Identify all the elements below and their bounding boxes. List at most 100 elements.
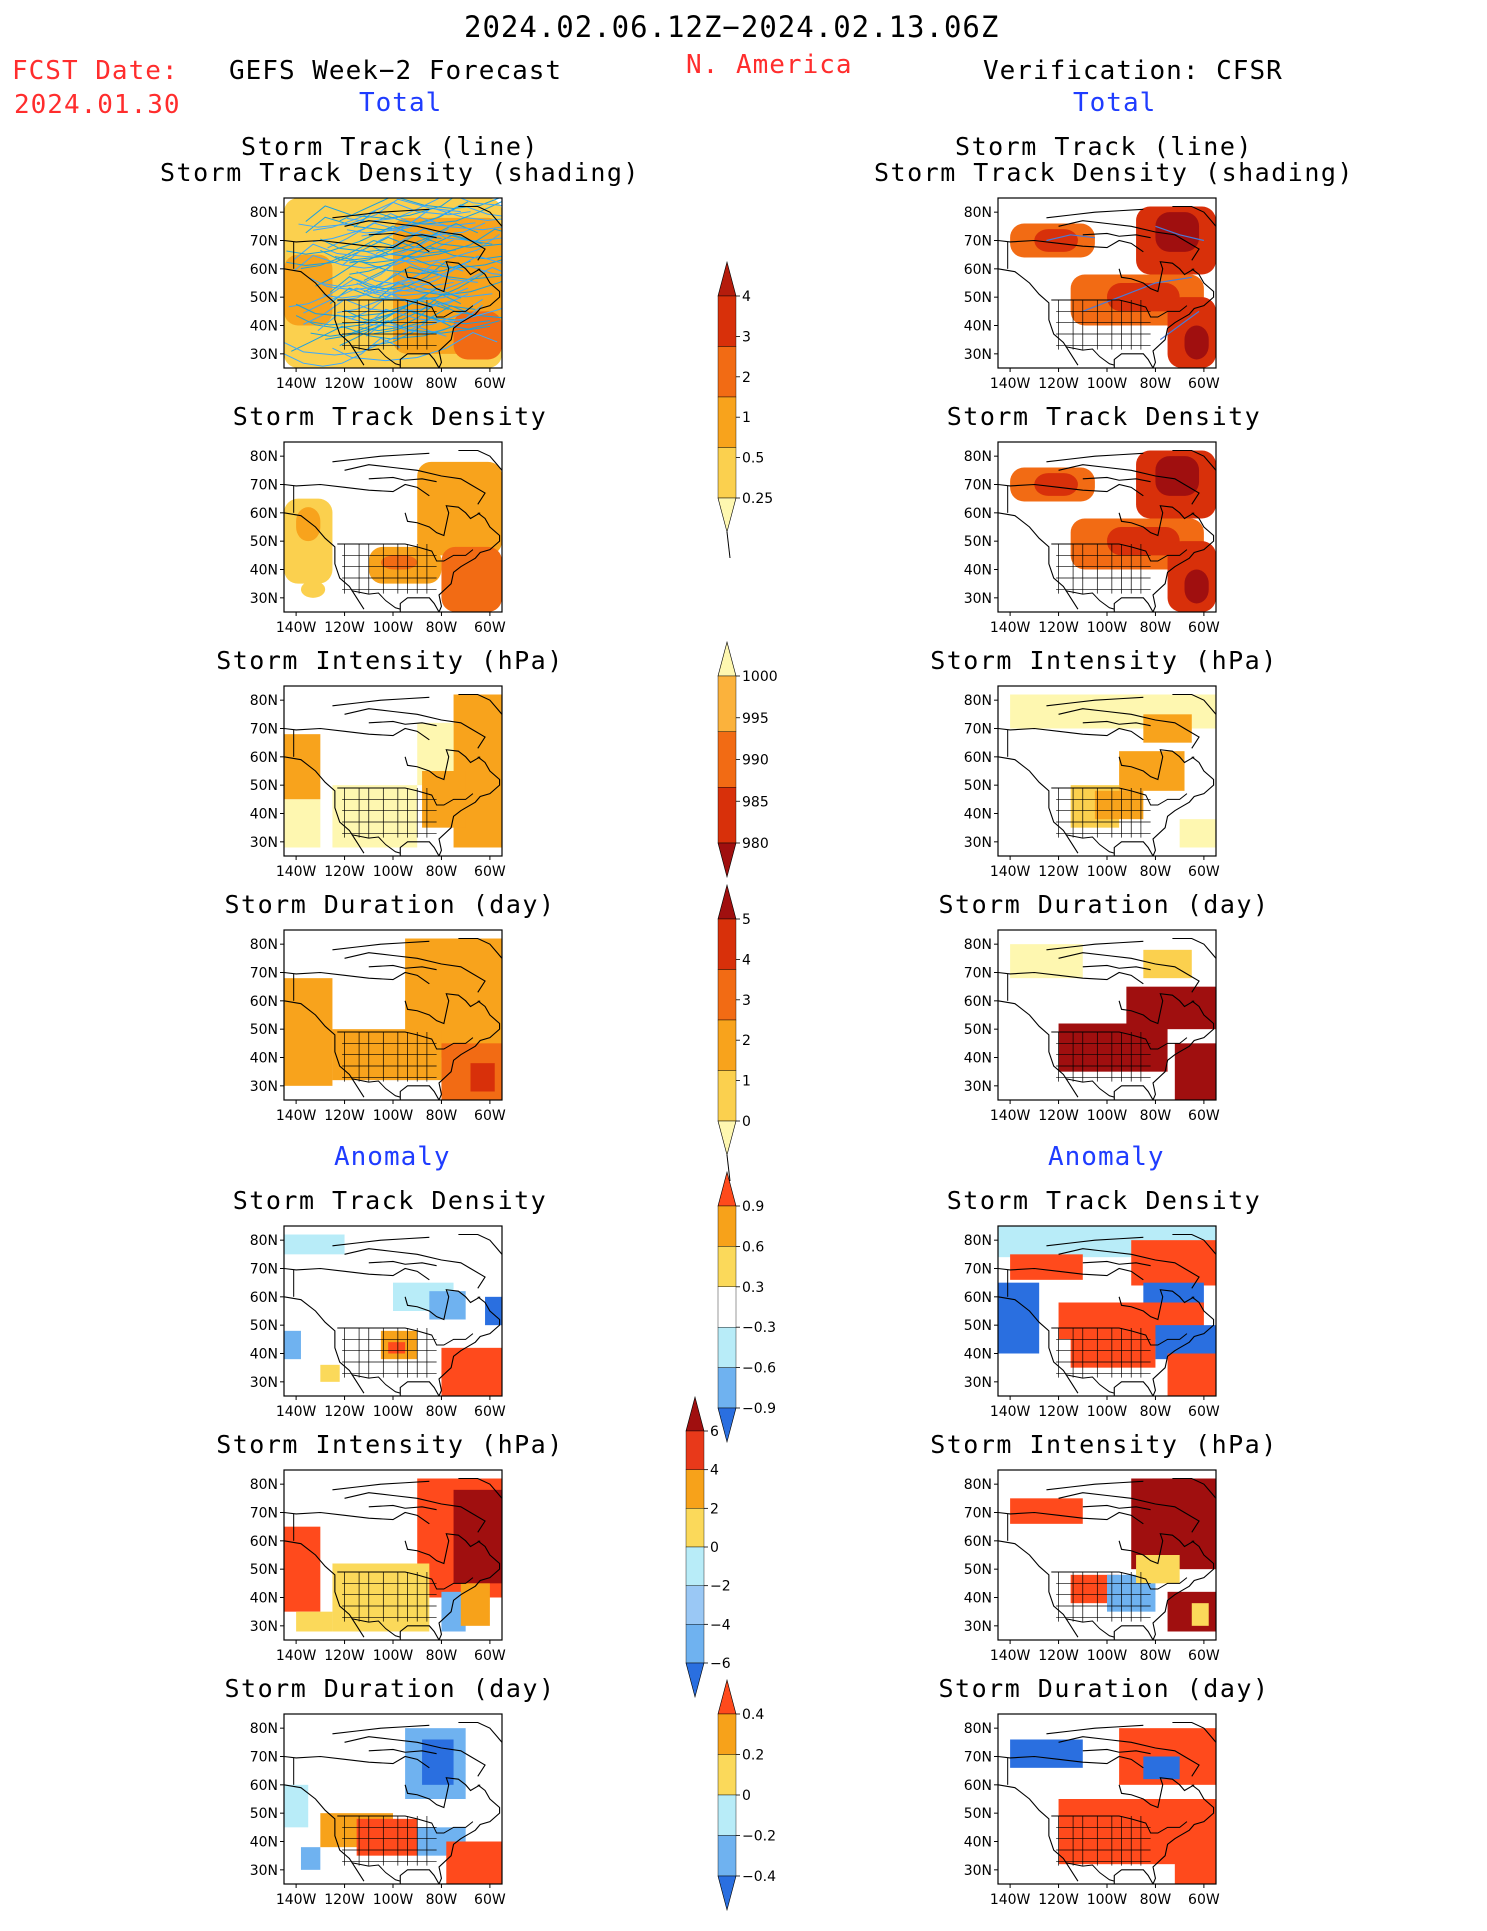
lat-tick-label: 80N <box>250 1233 278 1249</box>
lat-tick-label: 40N <box>964 319 992 335</box>
map-left-anom-duration: 80N 70N 60N 50N 40N 30N 140W 120W 100W 80W 60W <box>240 1709 540 1931</box>
lat-tick-label: 80N <box>964 937 992 953</box>
shaded-region <box>332 785 418 848</box>
shaded-region <box>1143 1756 1180 1780</box>
colorbar-label: 980 <box>742 836 769 852</box>
colorbar-label: 0.4 <box>742 1707 764 1723</box>
lon-tick-label: 120W <box>1038 864 1079 880</box>
colorbar-segment <box>717 346 737 398</box>
colorbar-label: 0.3 <box>742 1280 764 1296</box>
lon-tick-label: 140W <box>990 864 1031 880</box>
colorbar-segment <box>717 1070 737 1122</box>
map-right-intensity: 80N 70N 60N 50N 40N 30N 140W 120W 100W 80W 60W <box>954 681 1254 903</box>
shaded-region <box>1174 1043 1216 1100</box>
colorbar-segment <box>717 787 737 844</box>
map-left-anom-intensity: 80N 70N 60N 50N 40N 30N 140W 120W 100W 80W 60W <box>240 1465 540 1687</box>
lat-tick-label: 80N <box>250 1721 278 1737</box>
colorbar-segment <box>717 918 737 970</box>
colorbar-arrow-bottom <box>717 1120 737 1157</box>
shaded-region <box>320 1364 340 1382</box>
lat-tick-label: 70N <box>964 966 992 982</box>
lon-tick-label: 100W <box>373 1108 414 1124</box>
lon-tick-label: 120W <box>1038 1892 1079 1908</box>
lon-tick-label: 100W <box>373 864 414 880</box>
colorbar-label: 4 <box>742 289 751 305</box>
shaded-region <box>284 1330 301 1360</box>
lon-tick-label: 100W <box>373 1404 414 1420</box>
lat-tick-label: 40N <box>250 319 278 335</box>
shaded-region <box>1136 1555 1180 1584</box>
shaded-region <box>453 1489 502 1584</box>
lon-tick-label: 100W <box>1087 1892 1128 1908</box>
lon-tick-label: 120W <box>324 1892 365 1908</box>
colorbar-segment <box>685 1508 705 1548</box>
lon-tick-label: 80W <box>1140 864 1172 880</box>
lat-tick-label: 50N <box>250 778 278 794</box>
shaded-region <box>1010 1498 1083 1524</box>
shaded-region <box>446 1841 502 1884</box>
lat-tick-label: 50N <box>964 290 992 306</box>
colorbar-label: −0.6 <box>742 1361 776 1377</box>
lat-tick-label: 50N <box>250 1318 278 1334</box>
colorbar-segment <box>685 1585 705 1625</box>
shaded-region <box>1010 1254 1083 1280</box>
lon-tick-label: 120W <box>1038 1108 1079 1124</box>
lat-tick-label: 30N <box>964 1619 992 1635</box>
shaded-region <box>1010 1739 1083 1768</box>
shaded-region <box>1179 819 1216 848</box>
lat-tick-label: 70N <box>250 1506 278 1522</box>
colorbar-arrow-bottom <box>685 1662 705 1699</box>
lat-tick-label: 70N <box>250 478 278 494</box>
lat-tick-label: 30N <box>250 835 278 851</box>
colorbar-segment <box>717 396 737 448</box>
lon-tick-label: 60W <box>474 1892 506 1908</box>
lat-tick-label: 60N <box>250 1778 278 1794</box>
lat-tick-label: 70N <box>250 966 278 982</box>
lon-tick-label: 120W <box>1038 1404 1079 1420</box>
lon-tick-label: 120W <box>324 1648 365 1664</box>
shaded-region <box>332 1563 430 1632</box>
shaded-region <box>1070 1330 1156 1368</box>
colorbar-segment <box>717 675 737 732</box>
lat-tick-label: 30N <box>250 1375 278 1391</box>
shaded-region <box>441 546 502 612</box>
shaded-region <box>1034 229 1078 252</box>
lat-tick-label: 40N <box>964 807 992 823</box>
lon-tick-label: 80W <box>1140 376 1172 392</box>
lat-tick-label: 50N <box>250 1022 278 1038</box>
colorbar-label: −4 <box>710 1617 731 1633</box>
lat-tick-label: 40N <box>964 563 992 579</box>
lat-tick-label: 60N <box>964 1534 992 1550</box>
lon-tick-label: 60W <box>1188 376 1220 392</box>
lon-tick-label: 80W <box>1140 1892 1172 1908</box>
lat-tick-label: 70N <box>964 722 992 738</box>
left-track-line-title: Storm Track (line) <box>241 132 539 161</box>
lon-tick-label: 80W <box>1140 620 1172 636</box>
shaded-region <box>284 734 321 800</box>
colorbar-label: 2 <box>742 370 751 386</box>
right-anom-density-title: Storm Track Density <box>946 1186 1262 1215</box>
colorbar-segment <box>717 447 737 499</box>
left-anom-density-title: Storm Track Density <box>232 1186 548 1215</box>
lon-tick-label: 140W <box>276 376 317 392</box>
colorbar-label: −6 <box>710 1656 731 1672</box>
lat-tick-label: 60N <box>964 1290 992 1306</box>
shaded-region <box>1143 949 1192 979</box>
shaded-region <box>1119 751 1185 791</box>
lat-tick-label: 40N <box>964 1051 992 1067</box>
lat-tick-label: 30N <box>964 591 992 607</box>
shaded-region <box>441 1347 502 1396</box>
lat-tick-label: 70N <box>250 1262 278 1278</box>
lat-tick-label: 70N <box>964 234 992 250</box>
map-right-track: 80N 70N 60N 50N 40N 30N 140W 120W 100W 80W 60W <box>954 193 1254 415</box>
shaded-region <box>284 978 333 1086</box>
lon-tick-label: 60W <box>1188 864 1220 880</box>
lon-tick-label: 60W <box>1188 620 1220 636</box>
colorbar-arrow-bottom <box>717 497 737 534</box>
left-track-shading-title: Storm Track Density (shading) <box>160 158 640 187</box>
colorbar-segment <box>717 969 737 1021</box>
shaded-region <box>470 1063 495 1092</box>
fcst-date-value: 2024.01.30 <box>14 90 181 120</box>
lat-tick-label: 60N <box>964 1778 992 1794</box>
lon-tick-label: 100W <box>373 620 414 636</box>
